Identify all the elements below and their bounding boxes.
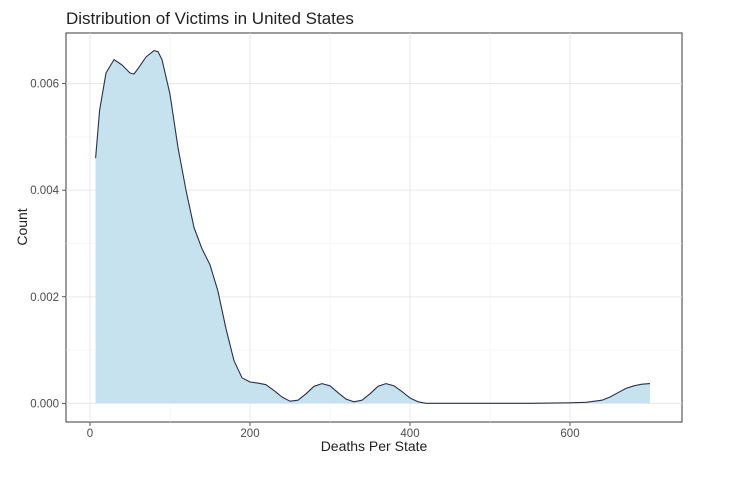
y-axis: 0.000 0.002 0.004 0.006 xyxy=(30,79,66,410)
y-tick-label: 0.002 xyxy=(30,292,59,304)
y-tick-label: 0.004 xyxy=(30,185,59,197)
x-tick-label: 600 xyxy=(560,428,579,440)
x-axis-title: Deaths Per State xyxy=(321,438,428,454)
x-tick-label: 400 xyxy=(400,428,419,440)
y-tick-label: 0.000 xyxy=(30,398,59,410)
x-tick-label: 200 xyxy=(240,428,259,440)
density-area xyxy=(95,50,651,404)
x-tick-label: 0 xyxy=(87,428,93,440)
density-line xyxy=(95,50,651,404)
chart-title: Distribution of Victims in United States xyxy=(66,9,354,28)
y-tick-label: 0.006 xyxy=(30,79,59,91)
x-axis: 0 200 400 600 xyxy=(87,422,580,440)
y-axis-title: Count xyxy=(14,208,30,245)
